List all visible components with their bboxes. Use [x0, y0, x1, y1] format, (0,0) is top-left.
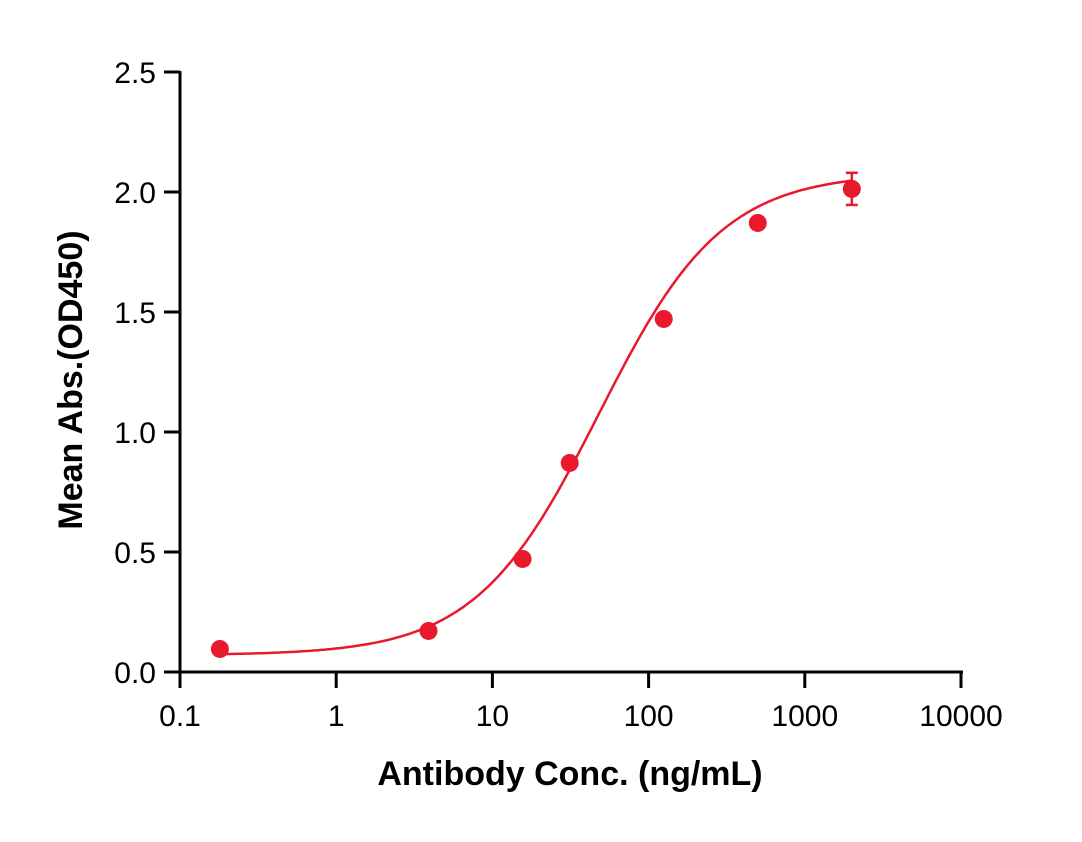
x-tick-label: 1	[328, 700, 345, 733]
data-point	[513, 549, 532, 568]
axes: 0.1 1 10 100 1000 10000 0.0 0.5 1.0 1.5 2.0 2.5	[114, 57, 1002, 733]
fit-curve	[219, 179, 852, 656]
data-point	[419, 621, 438, 640]
y-tick-label: 1.0	[114, 417, 156, 450]
x-tick-label: 0.1	[159, 700, 201, 733]
x-axis-label: Antibody Conc. (ng/mL)	[377, 755, 762, 793]
x-tick-label: 10	[476, 700, 509, 733]
x-tick-label: 10000	[919, 700, 1002, 733]
data-point	[210, 639, 229, 658]
data-point	[654, 309, 673, 328]
data-point	[560, 453, 579, 472]
data-point	[842, 179, 861, 198]
x-tick-label: 100	[624, 700, 674, 733]
y-tick-label: 0.5	[114, 537, 156, 570]
x-tick-label: 1000	[771, 700, 838, 733]
y-tick-label: 2.5	[114, 57, 156, 90]
y-tick-label: 0.0	[114, 657, 156, 690]
y-axis-label: Mean Abs.(OD450)	[52, 230, 90, 529]
data-points	[210, 171, 861, 658]
y-tick-label: 2.0	[114, 177, 156, 210]
data-point	[748, 213, 767, 232]
y-tick-label: 1.5	[114, 297, 156, 330]
